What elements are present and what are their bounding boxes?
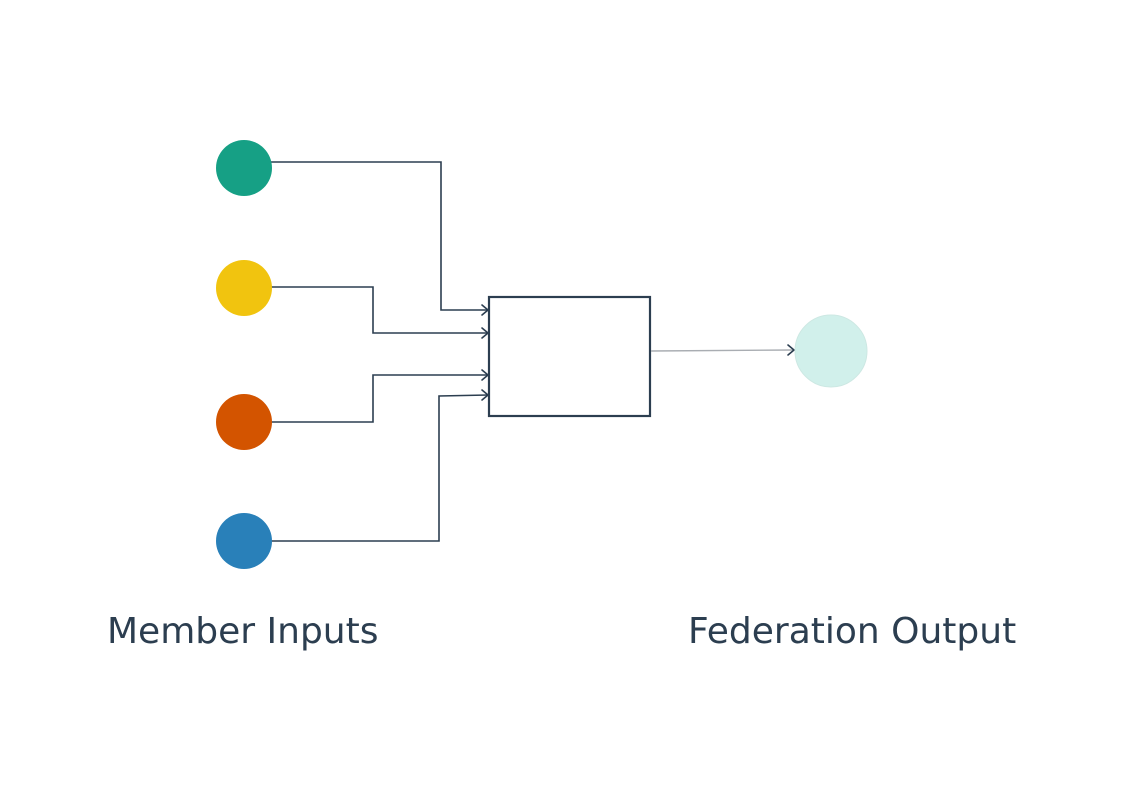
member-inputs-label: Member Inputs: [107, 611, 379, 652]
arrowhead-output: [787, 344, 795, 356]
connector-input-4: [271, 394, 489, 542]
aggregator-box: [487, 295, 652, 418]
connector-input-3: [271, 374, 488, 423]
input-node-4: [216, 513, 272, 569]
connector-input-2: [271, 286, 488, 334]
input-node-2: [216, 260, 272, 316]
input-node-1: [216, 140, 272, 196]
input-node-3: [216, 394, 272, 450]
federation-output-label: Federation Output: [688, 611, 1016, 652]
output-node: [794, 314, 868, 388]
connector-input-1: [271, 161, 488, 311]
connector-output: [650, 349, 794, 352]
